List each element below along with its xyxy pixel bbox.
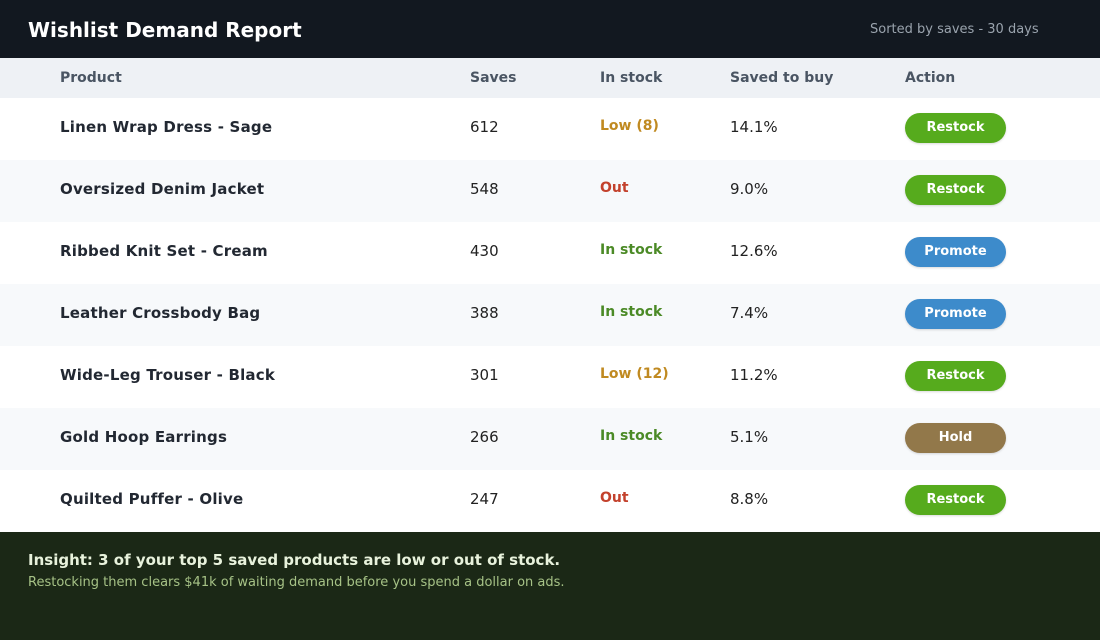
restock-button[interactable]: Restock <box>905 361 1006 391</box>
saves-count: 548 <box>470 180 499 198</box>
saved-to-buy-rate: 14.1% <box>730 118 778 136</box>
saved-to-buy-rate: 5.1% <box>730 428 769 446</box>
product-name: Leather Crossbody Bag <box>60 304 261 322</box>
product-name: Linen Wrap Dress - Sage <box>60 118 273 136</box>
column-header-saves[interactable]: Saves <box>470 70 517 86</box>
table-row[interactable]: Ribbed Knit Set - Cream 430 In stock 12.6% P… <box>0 222 1100 284</box>
restock-button[interactable]: Restock <box>905 485 1006 515</box>
column-header-product[interactable]: Product <box>60 70 122 86</box>
column-header-in-stock[interactable]: In stock <box>600 70 663 86</box>
table-row[interactable]: Quilted Puffer - Olive 247 Out 8.8% Restock <box>0 470 1100 532</box>
product-name: Quilted Puffer - Olive <box>60 490 244 508</box>
table-body: Linen Wrap Dress - Sage 612 Low (8) 14.1% Re… <box>0 98 1100 532</box>
stock-status: Out <box>600 180 629 196</box>
stock-status: Low (12) <box>600 366 669 382</box>
saves-count: 612 <box>470 118 499 136</box>
hold-button[interactable]: Hold <box>905 423 1006 453</box>
stock-status: In stock <box>600 242 663 258</box>
stock-status: Low (8) <box>600 118 659 134</box>
product-name: Ribbed Knit Set - Cream <box>60 242 268 260</box>
table-row[interactable]: Gold Hoop Earrings 266 In stock 5.1% Hold <box>0 408 1100 470</box>
saved-to-buy-rate: 12.6% <box>730 242 778 260</box>
stock-status: In stock <box>600 428 663 444</box>
product-name: Gold Hoop Earrings <box>60 428 228 446</box>
restock-button[interactable]: Restock <box>905 175 1006 205</box>
restock-button[interactable]: Restock <box>905 113 1006 143</box>
saves-count: 430 <box>470 242 499 260</box>
saves-count: 388 <box>470 304 499 322</box>
saved-to-buy-rate: 11.2% <box>730 366 778 384</box>
saved-to-buy-rate: 8.8% <box>730 490 769 508</box>
report-header: Wishlist Demand Report Sorted by saves -… <box>0 0 1100 58</box>
saved-to-buy-rate: 9.0% <box>730 180 769 198</box>
insight-panel: Insight: 3 of your top 5 saved products … <box>0 532 1100 640</box>
saves-count: 266 <box>470 428 499 446</box>
product-name: Wide-Leg Trouser - Black <box>60 366 276 384</box>
insight-detail: Restocking them clears $41k of waiting d… <box>28 575 565 590</box>
saves-count: 301 <box>470 366 499 384</box>
column-header-saved-to-buy[interactable]: Saved to buy <box>730 70 834 86</box>
column-header-action: Action <box>905 70 956 86</box>
table-row[interactable]: Wide-Leg Trouser - Black 301 Low (12) 11.2%… <box>0 346 1100 408</box>
page-title: Wishlist Demand Report <box>28 18 302 42</box>
saves-count: 247 <box>470 490 499 508</box>
insight-headline: Insight: 3 of your top 5 saved products … <box>28 551 561 569</box>
promote-button[interactable]: Promote <box>905 237 1006 267</box>
promote-button[interactable]: Promote <box>905 299 1006 329</box>
sort-description: Sorted by saves - 30 days <box>870 22 1039 37</box>
table-row[interactable]: Leather Crossbody Bag 388 In stock 7.4% Prom… <box>0 284 1100 346</box>
product-name: Oversized Denim Jacket <box>60 180 265 198</box>
saved-to-buy-rate: 7.4% <box>730 304 769 322</box>
stock-status: Out <box>600 490 629 506</box>
table-row[interactable]: Linen Wrap Dress - Sage 612 Low (8) 14.1% Re… <box>0 98 1100 160</box>
table-header: Product Saves In stock Saved to buy Acti… <box>0 58 1100 98</box>
table-row[interactable]: Oversized Denim Jacket 548 Out 9.0% Restock <box>0 160 1100 222</box>
stock-status: In stock <box>600 304 663 320</box>
